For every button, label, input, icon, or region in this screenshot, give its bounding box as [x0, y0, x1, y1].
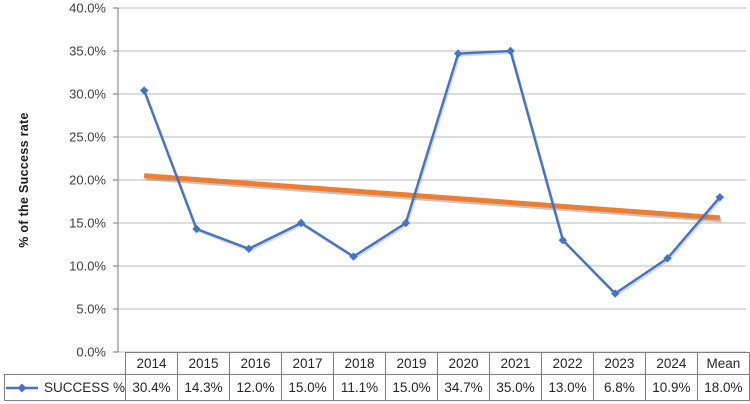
value-cell: 13.0%: [541, 374, 595, 401]
year-cell: 2024: [644, 352, 698, 375]
data-point-marker: [296, 218, 306, 228]
value-cell: 14.3%: [177, 374, 231, 401]
y-tick-label: 35.0%: [69, 44, 106, 59]
y-tick-label: 0.0%: [76, 345, 106, 360]
year-cell: 2023: [593, 352, 646, 375]
year-cell: 2015: [177, 352, 231, 375]
value-cell: 11.1%: [333, 374, 387, 401]
value-cell: 12.0%: [229, 374, 283, 401]
legend-key: SUCCESS %: [6, 380, 126, 395]
year-cell: 2022: [541, 352, 595, 375]
year-cell: 2017: [281, 352, 335, 375]
data-point-marker: [610, 289, 620, 298]
y-tick-label: 5.0%: [76, 302, 106, 317]
value-cell: 35.0%: [489, 374, 543, 401]
year-cell: 2020: [437, 352, 491, 375]
value-cell: 15.0%: [385, 374, 439, 401]
year-cell: 2019: [385, 352, 439, 375]
value-cell: 6.8%: [593, 374, 646, 401]
legend-line-marker-icon: [6, 383, 38, 392]
data-point-marker: [558, 236, 568, 245]
data-point-marker: [244, 244, 254, 253]
data-point-marker: [506, 46, 515, 56]
data-point-marker: [192, 224, 201, 234]
success-line: [143, 49, 721, 295]
year-cell: Mean: [696, 352, 750, 375]
value-cell: 34.7%: [437, 374, 491, 401]
value-cell: 10.9%: [644, 374, 698, 401]
year-cell: 2018: [333, 352, 387, 375]
trendline: [143, 173, 721, 221]
y-tick-label: 20.0%: [69, 173, 106, 188]
table-spacer: [5, 353, 126, 375]
data-point-marker: [349, 252, 358, 261]
y-tick-label: 15.0%: [69, 216, 106, 231]
value-cell: 30.4%: [125, 374, 179, 401]
y-tick-label: 10.0%: [69, 259, 106, 274]
value-cell: 18.0%: [696, 374, 750, 401]
data-point-marker: [453, 49, 463, 58]
data-point-marker: [139, 86, 149, 95]
year-cell: 2014: [125, 352, 179, 375]
data-point-marker: [663, 254, 672, 263]
data-point-marker: [401, 218, 411, 228]
year-cell: 2021: [489, 352, 543, 375]
year-cell: 2016: [229, 352, 283, 375]
success-table: 2014 2015 2016 2017 2018 2019 2020 2021 2022 2023…: [3, 352, 750, 401]
data-table: 2014 2015 2016 2017 2018 2019 2020 2021 2022 2023…: [3, 352, 750, 401]
y-tick-label: 40.0%: [69, 1, 106, 16]
value-cell: 15.0%: [281, 374, 335, 401]
success-line-shadow: [144, 51, 722, 297]
data-point-marker: [715, 193, 725, 202]
legend-cell: SUCCESS %: [3, 374, 127, 401]
y-tick-label: 25.0%: [69, 130, 106, 145]
y-tick-label: 30.0%: [69, 87, 106, 102]
legend-label: SUCCESS %: [44, 380, 126, 395]
